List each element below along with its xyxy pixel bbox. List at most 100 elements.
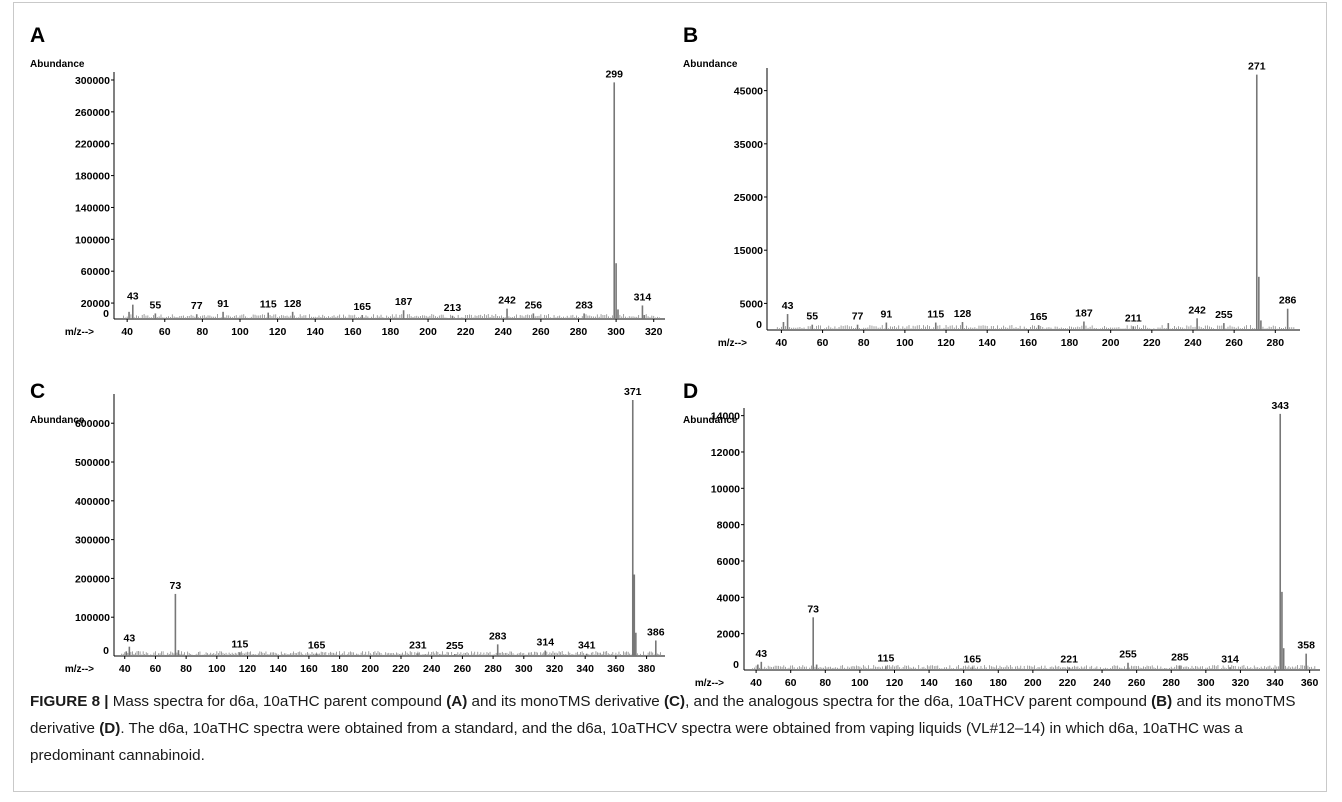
y-axis-label: Abundance xyxy=(30,415,85,426)
peak-label: 165 xyxy=(353,301,371,313)
x-tick-label: 260 xyxy=(454,663,472,675)
panel-letter-D: D xyxy=(683,380,698,403)
x-tick-label: 40 xyxy=(750,677,762,689)
peak-label: 343 xyxy=(1271,400,1289,412)
peak-label: 73 xyxy=(170,580,182,592)
x-tick-label: 360 xyxy=(1301,677,1319,689)
x-tick-label: 180 xyxy=(382,326,400,338)
y-tick-label: 14000 xyxy=(711,411,740,423)
peak-label: 43 xyxy=(782,300,794,312)
x-tick-label: 80 xyxy=(819,677,831,689)
peak-label: 43 xyxy=(755,648,767,660)
x-tick-label: 140 xyxy=(920,677,938,689)
y-axis-label: Abundance xyxy=(683,415,738,426)
y-tick-label: 20000 xyxy=(81,298,110,310)
x-tick-label: 320 xyxy=(546,663,564,675)
y-tick-label: 300000 xyxy=(75,535,110,547)
peak-label: 115 xyxy=(877,652,894,664)
x-tick-label: 240 xyxy=(1093,677,1111,689)
x-tick-label: 340 xyxy=(1266,677,1284,689)
y-tick-label: 400000 xyxy=(75,496,110,508)
y-tick-label: 25000 xyxy=(734,192,763,204)
peak-label: 283 xyxy=(489,630,507,642)
x-tick-label: 140 xyxy=(978,337,996,349)
x-tick-label: 280 xyxy=(1162,677,1180,689)
x-tick-label: 160 xyxy=(1020,337,1038,349)
peak-label: 285 xyxy=(1171,651,1189,663)
caption-segment: . The d6a, 10aTHC spectra were obtained … xyxy=(30,720,1243,764)
x-tick-label: 200 xyxy=(362,663,380,675)
peak-label: 211 xyxy=(1125,312,1142,324)
peak-label: 55 xyxy=(806,311,818,323)
caption-label: FIGURE 8 | xyxy=(30,693,109,710)
x-tick-label: 220 xyxy=(392,663,410,675)
x-tick-label: 220 xyxy=(1059,677,1077,689)
x-tick-label: 280 xyxy=(570,326,588,338)
y-tick-label: 0 xyxy=(733,659,739,671)
x-tick-label: 280 xyxy=(484,663,502,675)
peak-label: 386 xyxy=(647,626,665,638)
peak-label: 115 xyxy=(231,639,248,651)
x-tick-label: 40 xyxy=(119,663,131,675)
peak-label: 91 xyxy=(881,309,893,321)
x-tick-label: 300 xyxy=(515,663,533,675)
x-tick-label: 100 xyxy=(231,326,249,338)
x-tick-label: 160 xyxy=(300,663,318,675)
peak-label: 283 xyxy=(575,299,593,311)
peak-label: 187 xyxy=(1075,307,1093,319)
spectra-figure: AAbundance020000600001000001400001800002… xyxy=(30,24,1320,689)
x-tick-label: 100 xyxy=(851,677,869,689)
x-tick-label: 140 xyxy=(306,326,324,338)
x-tick-label: 80 xyxy=(197,326,209,338)
x-tick-label: 240 xyxy=(1184,337,1202,349)
x-tick-label: 320 xyxy=(1232,677,1250,689)
y-tick-label: 6000 xyxy=(717,556,741,568)
y-tick-label: 60000 xyxy=(81,266,110,278)
peak-label: 255 xyxy=(446,640,464,652)
peak-label: 43 xyxy=(127,291,139,303)
y-tick-label: 5000 xyxy=(740,298,764,310)
y-tick-label: 10000 xyxy=(711,483,740,495)
peak-label: 128 xyxy=(954,308,972,320)
y-tick-label: 15000 xyxy=(734,245,763,257)
y-tick-label: 12000 xyxy=(711,447,740,459)
x-tick-label: 260 xyxy=(532,326,550,338)
peak-label: 371 xyxy=(624,386,642,398)
peak-label: 256 xyxy=(525,299,543,311)
x-tick-label: 100 xyxy=(208,663,226,675)
peak-label: 231 xyxy=(409,639,427,651)
peak-label: 115 xyxy=(260,299,277,311)
y-tick-label: 220000 xyxy=(75,139,110,151)
panel-letter-A: A xyxy=(30,24,45,47)
y-axis-label: Abundance xyxy=(30,59,85,70)
x-tick-label: 40 xyxy=(776,337,788,349)
y-tick-label: 2000 xyxy=(717,629,741,641)
peak-label: 314 xyxy=(634,291,652,303)
x-tick-label: 120 xyxy=(886,677,904,689)
caption-panel-ref: (D) xyxy=(99,720,121,737)
figure-frame xyxy=(13,2,1327,792)
peak-label: 271 xyxy=(1248,61,1266,73)
y-tick-label: 200000 xyxy=(75,573,110,585)
x-tick-label: 80 xyxy=(858,337,870,349)
x-tick-label: 180 xyxy=(331,663,349,675)
caption-segment: Mass spectra for d6a, 10aTHC parent comp… xyxy=(108,693,447,710)
y-tick-label: 100000 xyxy=(75,612,110,624)
peak-label: 91 xyxy=(217,298,229,310)
y-tick-label: 180000 xyxy=(75,171,110,183)
x-tick-label: 220 xyxy=(457,326,475,338)
x-tick-label: 200 xyxy=(1102,337,1120,349)
x-tick-label: 240 xyxy=(495,326,513,338)
caption-segment: and its monoTMS derivative xyxy=(30,693,1296,737)
x-tick-label: 180 xyxy=(1061,337,1079,349)
x-axis-label: m/z--> xyxy=(695,678,724,689)
x-tick-label: 320 xyxy=(645,326,663,338)
x-tick-label: 360 xyxy=(607,663,625,675)
y-tick-label: 500000 xyxy=(75,457,110,469)
figure-caption: FIGURE 8 | Mass spectra for d6a, 10aTHC … xyxy=(30,688,1320,769)
x-tick-label: 140 xyxy=(269,663,287,675)
peak-label: 165 xyxy=(308,640,326,652)
x-tick-label: 120 xyxy=(239,663,257,675)
x-tick-label: 160 xyxy=(955,677,973,689)
caption-text: Mass spectra for d6a, 10aTHC parent comp… xyxy=(30,693,1295,764)
